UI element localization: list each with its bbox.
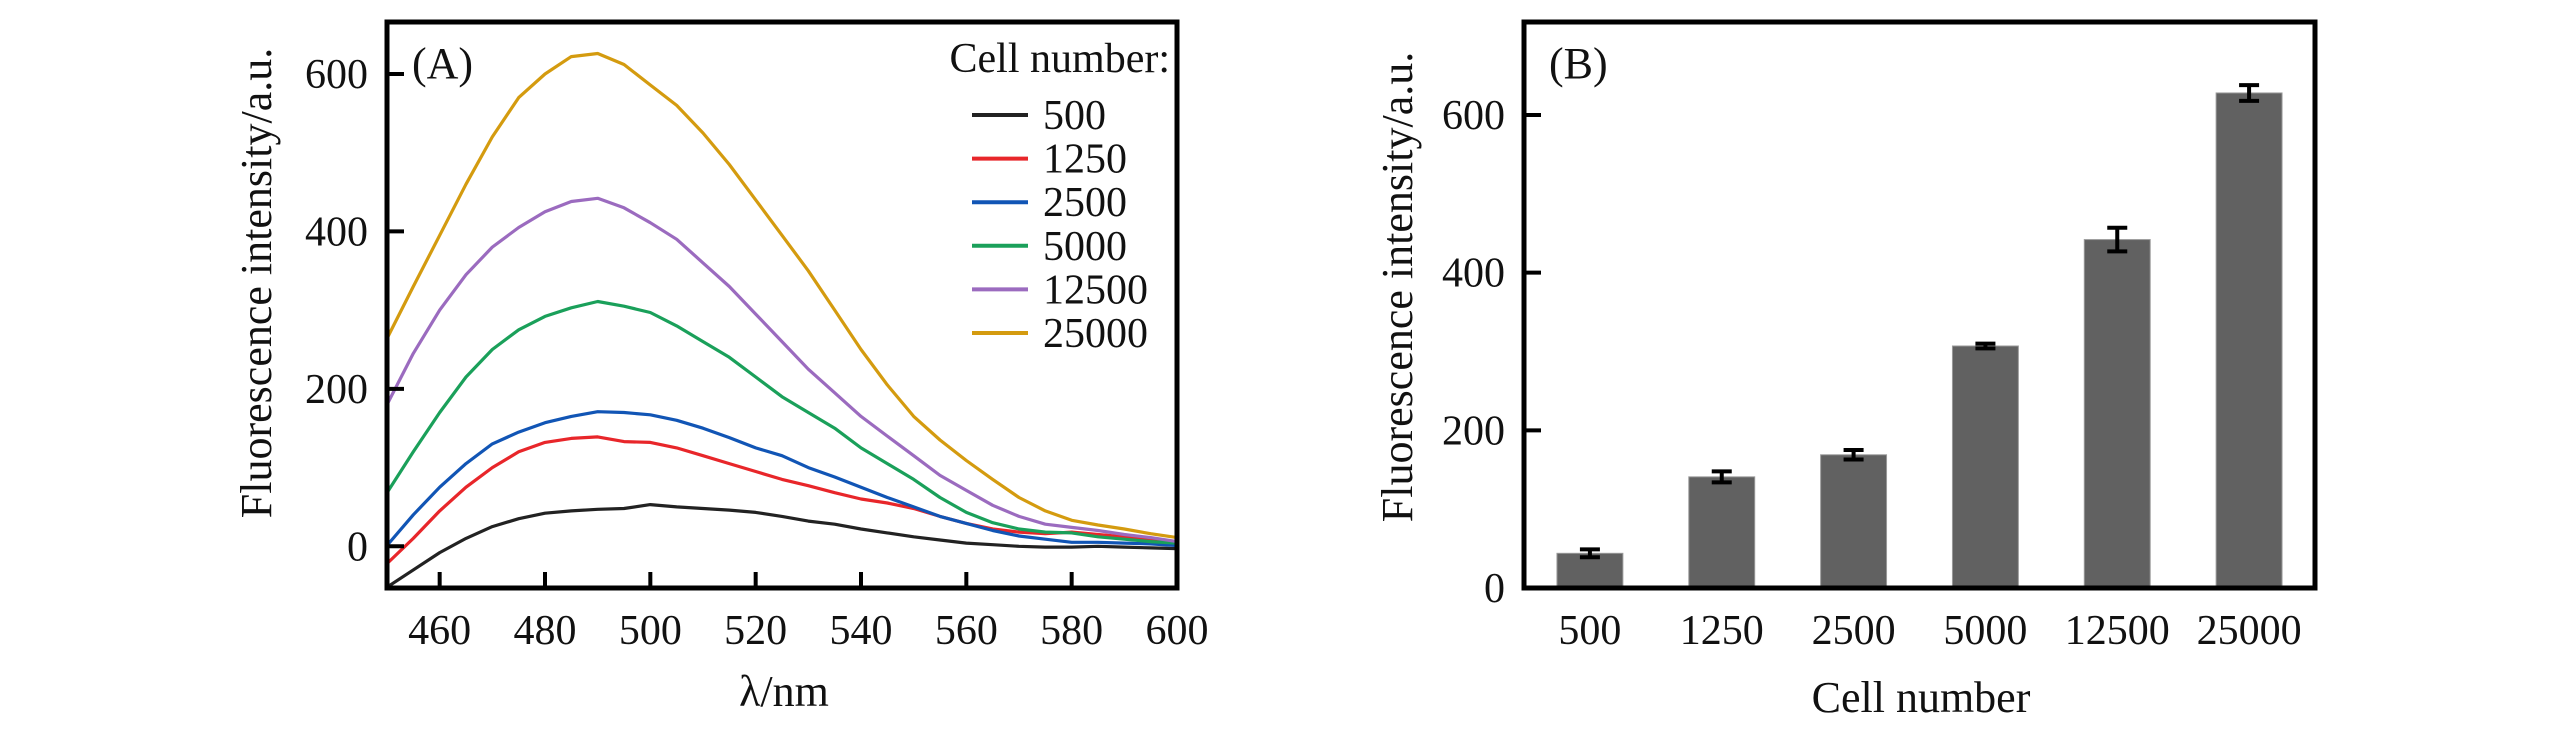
legend-label: 12500 (1043, 267, 1148, 313)
error-bar-500 (1579, 547, 1600, 560)
panel-b-x-tick-label: 5000 (1943, 608, 2027, 654)
legend-item-1250: 1250 (972, 137, 1127, 183)
panel-a-x-tick-label: 520 (724, 608, 787, 654)
legend-title: Cell number: (950, 36, 1170, 82)
error-bar-5000 (1975, 341, 1996, 351)
error-bar-12500 (2107, 225, 2128, 254)
error-bar-2500 (1843, 448, 1864, 462)
series-line-25000 (385, 51, 1178, 540)
legend-item-2500: 2500 (972, 180, 1127, 226)
error-bar-1250 (1711, 469, 1732, 485)
legend-label: 25000 (1043, 311, 1148, 357)
panel-a-plot-frame (384, 19, 1180, 591)
panel-b-ticks: 500 1250 2500 5000 12500 25000 0 200 400 600 (1442, 93, 2302, 654)
panel-b-y-tick-label: 200 (1442, 408, 1505, 454)
panel-a-x-tick-label: 580 (1040, 608, 1103, 654)
panel-a-y-tick-label: 200 (305, 367, 368, 413)
panel-a-x-tick-label: 540 (830, 608, 893, 654)
legend-label: 2500 (1043, 180, 1127, 226)
panel-b-x-tick-label: 500 (1558, 608, 1621, 654)
panel-b-y-axis-title: Fluorescence intensity/a.u. (1373, 52, 1422, 522)
panel-a-x-tick-label: 460 (408, 608, 471, 654)
legend-item-5000: 5000 (972, 224, 1127, 270)
panel-b-x-tick-label: 12500 (2065, 608, 2170, 654)
panel-a-x-tick-label: 560 (935, 608, 998, 654)
legend-label: 5000 (1043, 224, 1127, 270)
panel-b-y-tick-label: 0 (1484, 566, 1505, 612)
series-line-2500 (385, 410, 1178, 548)
legend-label: 1250 (1043, 137, 1127, 183)
panel-a-x-tick-label: 600 (1146, 608, 1209, 654)
panel-a-label: (A) (412, 39, 473, 88)
bar-5000 (1951, 345, 2019, 589)
panel-b-x-tick-label: 2500 (1812, 608, 1896, 654)
panel-a-y-axis-title: Fluorescence intensity/a.u. (232, 48, 281, 518)
legend-item-500: 500 (972, 93, 1106, 139)
panel-b-plot-frame (1521, 19, 2318, 591)
panel-b-y-tick-label: 400 (1442, 251, 1505, 297)
panel-a-series-group (385, 51, 1178, 589)
panel-b-x-tick-label: 25000 (2197, 608, 2302, 654)
legend-item-12500: 12500 (972, 267, 1148, 313)
error-bar-25000 (2239, 83, 2260, 103)
legend-item-25000: 25000 (972, 311, 1148, 357)
bar-2500 (1820, 454, 1888, 589)
panel-a-x-axis-title: λ/nm (739, 667, 829, 716)
panel-b-bars-group (1556, 83, 2283, 589)
panel-a-line-chart: 460 480 500 520 540 560 580 600 0 200 400 600 (A) λ… (232, 19, 1209, 716)
series-line-5000 (385, 299, 1178, 545)
panel-a-y-tick-label: 400 (305, 209, 368, 255)
panel-a-y-tick-label: 600 (305, 52, 368, 98)
panel-b-label: (B) (1549, 39, 1608, 88)
panel-a-ticks: 460 480 500 520 540 560 580 600 0 200 400 600 (305, 52, 1209, 654)
panel-a-x-tick-label: 500 (619, 608, 682, 654)
panel-a-x-tick-label: 480 (514, 608, 577, 654)
bar-12500 (2083, 239, 2151, 589)
series-line-500 (386, 503, 1178, 589)
panel-b-y-tick-label: 600 (1442, 93, 1505, 139)
bar-25000 (2215, 92, 2283, 589)
panel-b-x-axis-title: Cell number (1812, 673, 2031, 722)
legend-label: 500 (1043, 93, 1106, 139)
panel-a-y-tick-label: 0 (347, 524, 368, 570)
series-line-12500 (385, 196, 1178, 544)
bar-1250 (1688, 476, 1756, 589)
panel-b-x-tick-label: 1250 (1680, 608, 1764, 654)
